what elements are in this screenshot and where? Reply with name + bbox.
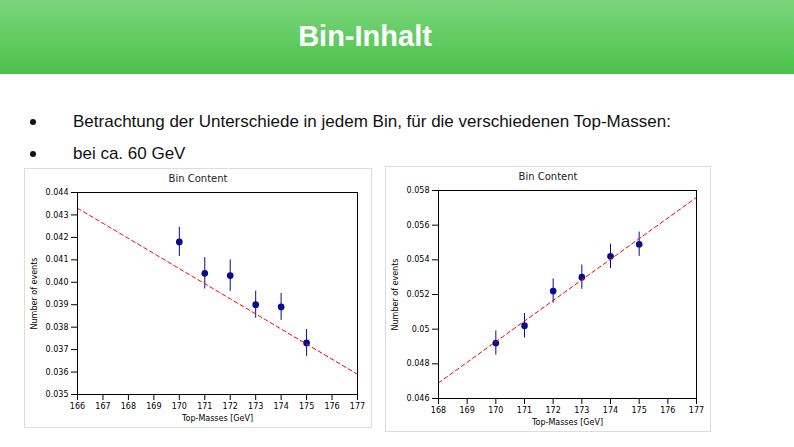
svg-text:169: 169: [460, 406, 475, 415]
svg-text:0.037: 0.037: [46, 345, 69, 354]
svg-text:175: 175: [632, 406, 647, 415]
svg-text:0.036: 0.036: [46, 368, 69, 377]
svg-text:Number of events: Number of events: [391, 259, 400, 331]
svg-text:172: 172: [546, 406, 561, 415]
svg-text:0.039: 0.039: [46, 300, 69, 309]
svg-text:0.038: 0.038: [46, 323, 69, 332]
svg-text:0.046: 0.046: [407, 394, 430, 403]
svg-text:0.05: 0.05: [412, 325, 430, 334]
svg-text:0.052: 0.052: [407, 290, 430, 299]
html-text:Betrachtung der Unterschiede i: Betrachtung der Unterschiede in jedem Bi…: [73, 112, 671, 131]
svg-text:170: 170: [172, 402, 187, 411]
html-text:Bin-Inhalt: Bin-Inhalt: [298, 20, 432, 52]
svg-text:171: 171: [517, 406, 532, 415]
svg-text:177: 177: [689, 406, 704, 415]
svg-text:0.058: 0.058: [407, 186, 430, 195]
svg-text:0.041: 0.041: [46, 255, 69, 264]
svg-text:0.044: 0.044: [46, 188, 69, 197]
svg-text:169: 169: [146, 402, 161, 411]
svg-text:0.043: 0.043: [46, 211, 69, 220]
svg-text:176: 176: [660, 406, 675, 415]
svg-text:0.048: 0.048: [407, 359, 430, 368]
svg-text:Top-Masses [GeV]: Top-Masses [GeV]: [531, 418, 603, 427]
svg-text:170: 170: [488, 406, 503, 415]
svg-text:177: 177: [350, 402, 365, 411]
svg-text:0.035: 0.035: [46, 390, 69, 399]
svg-text:172: 172: [223, 402, 238, 411]
svg-text:Top-Masses [GeV]: Top-Masses [GeV]: [181, 414, 253, 423]
svg-text:168: 168: [121, 402, 136, 411]
svg-text:0.056: 0.056: [407, 221, 430, 230]
svg-text:173: 173: [248, 402, 263, 411]
svg-text:176: 176: [324, 402, 339, 411]
svg-text:171: 171: [197, 402, 212, 411]
svg-text:0.040: 0.040: [46, 278, 69, 287]
svg-text:173: 173: [574, 406, 589, 415]
html-text:bei ca. 60 GeV: bei ca. 60 GeV: [73, 144, 186, 163]
svg-text:167: 167: [95, 402, 110, 411]
svg-text:174: 174: [273, 402, 288, 411]
svg-text:175: 175: [299, 402, 314, 411]
html-text:Bin Content: Bin Content: [518, 171, 578, 182]
svg-text:174: 174: [603, 406, 618, 415]
svg-text:168: 168: [431, 406, 446, 415]
svg-text:166: 166: [70, 402, 85, 411]
html-text:Bin Content: Bin Content: [168, 173, 228, 184]
svg-text:0.042: 0.042: [46, 233, 69, 242]
svg-text:0.054: 0.054: [407, 255, 430, 264]
svg-text:Number of events: Number of events: [30, 258, 39, 330]
